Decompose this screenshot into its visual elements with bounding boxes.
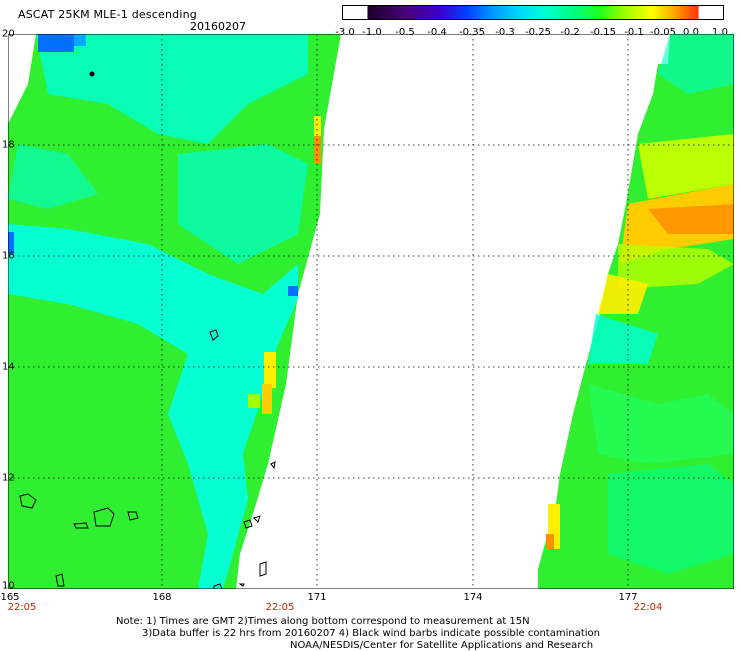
island-outlines [19,71,276,589]
colorbar-label: 0.0 [683,27,699,38]
colorbar-label: -0.15 [590,27,616,38]
lon-label: 174 [463,592,483,603]
lon-label: 177 [618,592,638,603]
lat-label: 18 [2,139,15,151]
colorbar-label: 1.0 [712,27,728,38]
colorbar-label: -0.05 [650,27,676,38]
lat-lon-grid [8,34,734,589]
colorbar-label: -0.4 [427,27,447,38]
colorbar-label: -0.35 [459,27,485,38]
pass-time-label: 22:05 [265,602,295,613]
lat-label: 10 [2,580,15,592]
lon-label: 171 [307,592,327,603]
wind-map-plot [8,34,734,589]
lat-label: 20 [2,28,15,40]
pass-time-label: 22:04 [633,602,663,613]
lon-label: 168 [152,592,172,603]
footer-credit: NOAA/NESDIS/Center for Satellite Applica… [290,640,594,651]
lon-label: 165 [0,592,20,603]
colorbar-label: -0.25 [525,27,551,38]
colorbar-label: -0.5 [395,27,415,38]
colorbar-label: -0.2 [560,27,580,38]
lat-label: 12 [2,472,15,484]
footer-note-2: 3)Data buffer is 22 hrs from 20160207 4)… [142,628,600,639]
colorbar-label: -0.1 [624,27,644,38]
right-swath [538,34,734,589]
colorbar-label: -0.3 [495,27,515,38]
colorbar-label: -1.0 [362,27,382,38]
left-swath [8,34,341,589]
map-title: ASCAT 25KM MLE-1 descending [18,8,197,21]
lat-label: 14 [2,361,15,373]
footer-note-1: Note: 1) Times are GMT 2)Times along bot… [116,616,530,627]
map-date: 20160207 [190,20,246,33]
lat-label: 16 [2,250,15,262]
pass-time-label: 22:05 [7,602,37,613]
colorbar [342,5,724,20]
colorbar-label: -3.0 [335,27,355,38]
